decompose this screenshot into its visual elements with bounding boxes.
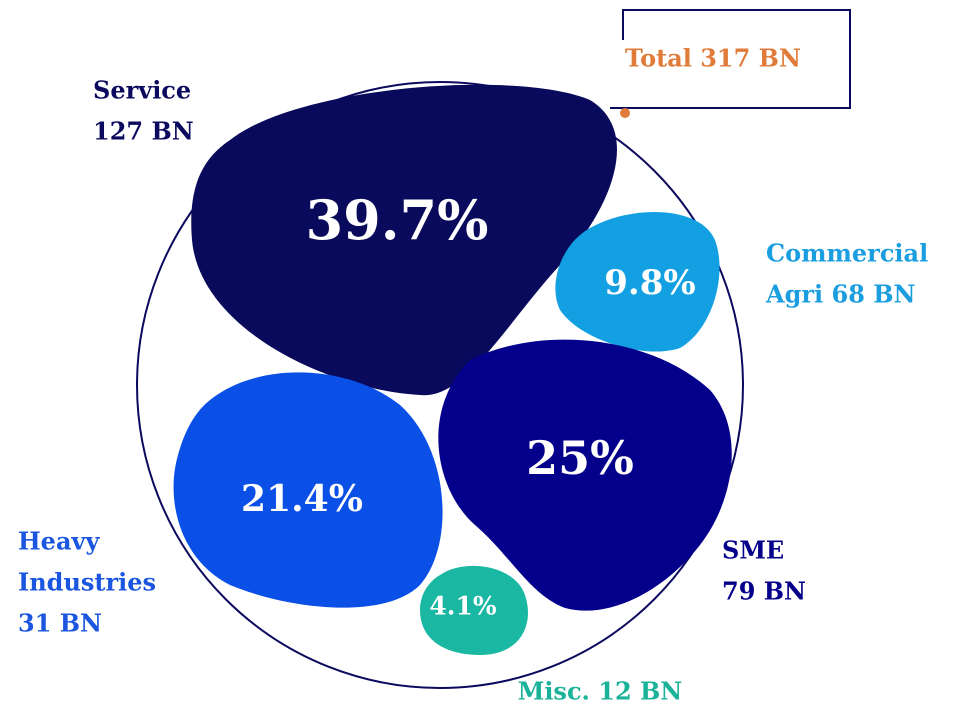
bubble bbox=[173, 372, 443, 608]
total-label: Total 317 BN bbox=[625, 44, 801, 73]
bubble bbox=[420, 565, 528, 655]
category-label: Industries bbox=[18, 568, 156, 597]
category-label: Service bbox=[93, 76, 191, 105]
outer-circle bbox=[136, 81, 744, 689]
category-label: Commercial bbox=[766, 239, 928, 268]
category-label: Heavy bbox=[18, 527, 100, 556]
value-label: 4.1% bbox=[429, 592, 496, 621]
value-label: 25% bbox=[526, 431, 634, 485]
bubble bbox=[555, 212, 720, 352]
category-label: Agri 68 BN bbox=[765, 280, 916, 309]
bubble bbox=[191, 84, 617, 396]
value-label: 21.4% bbox=[241, 478, 363, 520]
category-label: 127 BN bbox=[93, 117, 194, 146]
category-label: Misc. 12 BN bbox=[518, 677, 683, 706]
category-label: SME bbox=[722, 536, 784, 565]
category-label: 31 BN bbox=[18, 609, 102, 638]
bubble bbox=[438, 339, 732, 611]
category-label: 79 BN bbox=[722, 577, 806, 606]
value-label: 9.8% bbox=[604, 263, 695, 303]
total-dot bbox=[620, 108, 630, 118]
value-label: 39.7% bbox=[306, 188, 489, 252]
total-box bbox=[610, 9, 851, 109]
